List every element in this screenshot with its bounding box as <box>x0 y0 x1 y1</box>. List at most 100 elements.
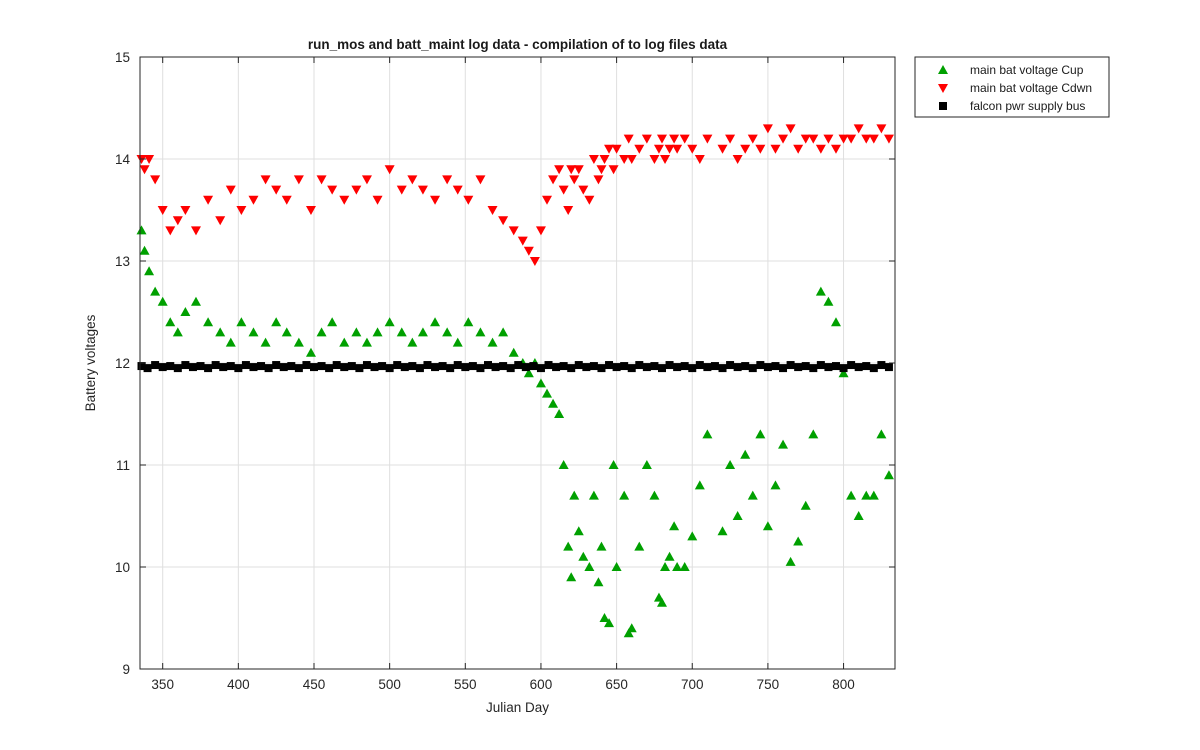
chart-title: run_mos and batt_maint log data - compil… <box>308 37 728 52</box>
cup-point <box>732 511 743 520</box>
cdwn-point <box>305 206 316 215</box>
falcon-point <box>272 361 281 370</box>
falcon-point <box>188 363 197 372</box>
cdwn-point <box>623 134 634 144</box>
cdwn-point <box>740 144 751 154</box>
cup-point <box>608 460 619 469</box>
falcon-point <box>355 364 364 373</box>
falcon-point <box>673 363 682 372</box>
cup-point <box>351 327 362 337</box>
cup-point <box>664 551 675 561</box>
cdwn-point <box>339 195 350 205</box>
cup-point <box>548 398 559 408</box>
falcon-point <box>219 363 228 372</box>
cup-point <box>679 562 690 571</box>
cup-point <box>573 526 584 536</box>
cdwn-point <box>868 134 879 144</box>
falcon-point <box>877 361 886 370</box>
falcon-point <box>143 364 152 373</box>
data-marks <box>136 124 894 638</box>
cdwn-point <box>236 206 247 215</box>
y-axis-label: Battery voltages <box>83 314 98 411</box>
falcon-point <box>514 361 523 370</box>
cup-point <box>641 460 652 469</box>
falcon-point <box>166 362 175 371</box>
falcon-point <box>680 362 689 371</box>
cdwn-point <box>694 155 705 164</box>
falcon-point <box>325 364 334 373</box>
cup-point <box>717 526 728 536</box>
y-tick-label: 14 <box>115 152 131 167</box>
cup-point <box>305 347 316 357</box>
falcon-point <box>544 361 553 370</box>
falcon-point <box>446 364 455 373</box>
cdwn-point <box>838 134 849 144</box>
falcon-point <box>393 361 402 370</box>
falcon-point <box>559 362 568 371</box>
falcon-point <box>294 364 303 373</box>
cup-point <box>830 317 841 327</box>
falcon-point <box>574 361 583 370</box>
cup-point <box>563 541 574 551</box>
cup-point <box>762 521 773 531</box>
cdwn-point <box>139 165 150 175</box>
cup-point <box>442 327 453 337</box>
cdwn-point <box>442 175 453 185</box>
falcon-point <box>400 363 409 372</box>
falcon-point <box>151 361 160 370</box>
legend-marker <box>938 84 948 93</box>
falcon-point <box>453 361 462 370</box>
cdwn-point <box>778 134 789 144</box>
cdwn-point <box>687 144 698 154</box>
cup-point <box>498 327 509 337</box>
cdwn-point <box>853 124 864 134</box>
cup-point <box>271 317 282 327</box>
falcon-point <box>158 363 167 372</box>
falcon-point <box>831 362 840 371</box>
cdwn-point <box>584 195 595 205</box>
cup-point <box>475 327 486 337</box>
cdwn-point <box>293 175 304 185</box>
cdwn-point <box>351 185 362 195</box>
cup-point <box>593 577 604 587</box>
cup-point <box>407 337 418 347</box>
cdwn-point <box>702 134 713 144</box>
y-tick-label: 15 <box>115 50 130 65</box>
cdwn-point <box>717 144 728 154</box>
cup-point <box>584 562 595 571</box>
falcon-point <box>340 363 349 372</box>
cdwn-point <box>430 195 441 205</box>
cup-point <box>165 317 176 327</box>
falcon-point <box>642 363 651 372</box>
cdwn-point <box>548 175 559 185</box>
cup-point <box>463 317 474 327</box>
cdwn-point <box>569 175 580 185</box>
cup-point <box>747 490 758 500</box>
cdwn-point <box>542 195 553 205</box>
falcon-point <box>476 364 485 373</box>
legend-box <box>914 56 1110 118</box>
cup-point <box>144 266 155 276</box>
cdwn-point <box>554 165 565 175</box>
legend-label: falcon pwr supply bus <box>970 99 1085 113</box>
cdwn-point <box>649 155 660 164</box>
x-tick-label: 350 <box>151 677 174 692</box>
cup-point <box>558 460 569 469</box>
falcon-point <box>839 364 848 373</box>
cup-point <box>815 286 826 296</box>
cup-point <box>868 490 879 500</box>
cup-point <box>611 562 622 571</box>
cdwn-point <box>190 226 201 236</box>
falcon-point <box>763 363 772 372</box>
cup-point <box>770 480 781 490</box>
cup-point <box>361 337 372 347</box>
cdwn-point <box>656 134 667 144</box>
cup-point <box>136 225 147 235</box>
falcon-point <box>854 363 863 372</box>
cup-point <box>578 551 589 561</box>
cdwn-point <box>487 206 498 215</box>
falcon-point <box>264 364 273 373</box>
cdwn-point <box>634 144 645 154</box>
y-tick-label: 10 <box>115 560 130 575</box>
falcon-point <box>279 363 288 372</box>
